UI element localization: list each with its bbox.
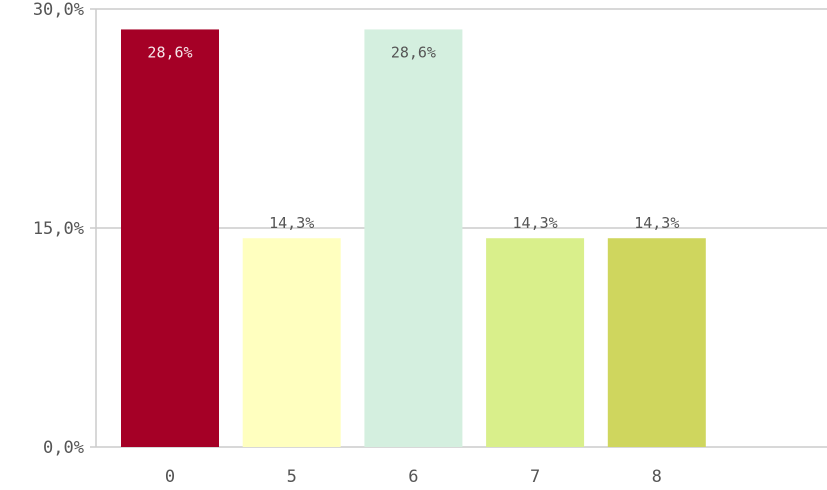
- data-label-8: 14,3%: [634, 214, 679, 232]
- bar-8[interactable]: [607, 238, 706, 447]
- x-tick-label-8: 8: [652, 467, 662, 487]
- y-tick-label: 30,0%: [33, 0, 84, 20]
- x-tick-label-0: 0: [165, 467, 175, 487]
- x-tick-label-6: 6: [408, 467, 418, 487]
- data-labels: 28,6% 14,3% 28,6% 14,3% 14,3%: [147, 43, 679, 232]
- data-label-5: 14,3%: [269, 214, 314, 232]
- bar-0[interactable]: [121, 29, 219, 447]
- y-tick-label: 0,0%: [43, 438, 84, 458]
- x-tick-label-7: 7: [530, 467, 540, 487]
- data-label-6: 28,6%: [391, 43, 436, 61]
- y-tick-label: 15,0%: [33, 219, 84, 239]
- bar-5[interactable]: [242, 238, 341, 447]
- data-label-0: 28,6%: [147, 43, 192, 61]
- bar-7[interactable]: [486, 238, 585, 447]
- x-tick-label-5: 5: [287, 467, 297, 487]
- axes: 0,0% 15,0% 30,0% 0 5 6 7 8: [33, 0, 662, 487]
- bar-6[interactable]: [364, 29, 463, 447]
- bars: [121, 29, 706, 447]
- data-label-7: 14,3%: [513, 214, 558, 232]
